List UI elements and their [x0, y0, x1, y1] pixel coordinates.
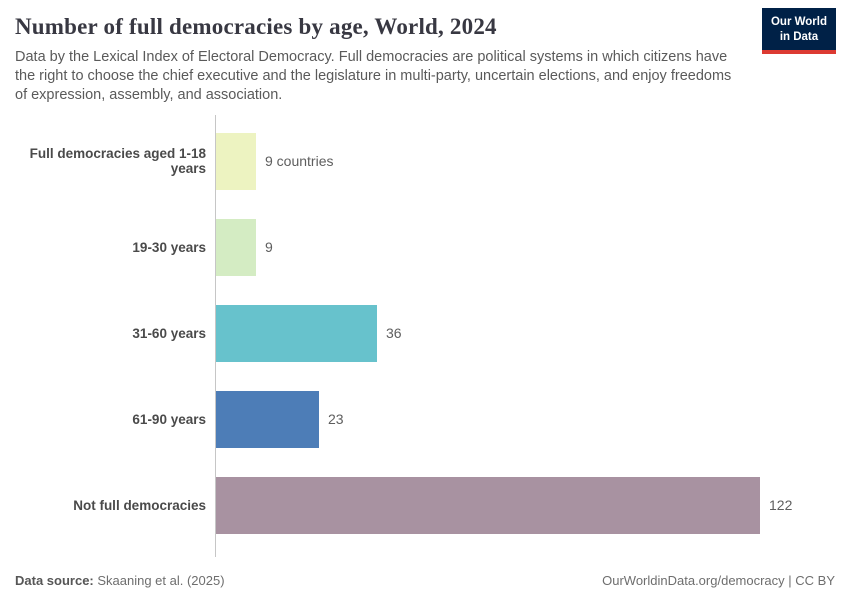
chart-rows: Full democracies aged 1-18 years 9 countr…	[15, 118, 850, 548]
credit-line: OurWorldinData.org/democracy | CC BY	[602, 573, 835, 588]
owid-logo: Our World in Data	[761, 8, 836, 55]
value-label: 122	[769, 497, 793, 514]
bar-row: Not full democracies 122	[15, 462, 850, 548]
bar-area: 23	[216, 390, 344, 448]
bar-area: 9 countries	[216, 132, 334, 190]
bar-area: 36	[216, 304, 402, 362]
bar	[216, 390, 319, 448]
category-label: 61-90 years	[132, 411, 206, 427]
bar-row: 61-90 years 23	[15, 376, 850, 462]
category-label: Not full democracies	[73, 497, 206, 513]
value-label: 9	[265, 239, 273, 256]
category-label: Full democracies aged 1-18 years	[29, 146, 206, 177]
bar-row: Full democracies aged 1-18 years 9 countr…	[15, 118, 850, 204]
chart-subtitle: Data by the Lexical Index of Electoral D…	[15, 48, 732, 104]
value-label: 9 countries	[265, 153, 334, 170]
bar	[216, 304, 377, 362]
value-label: 23	[328, 411, 344, 428]
bar-chart: Full democracies aged 1-18 years 9 countr…	[15, 115, 850, 558]
category-label: 19-30 years	[132, 239, 206, 255]
chart-footer: Data source: Skaaning et al. (2025) OurW…	[15, 573, 835, 588]
bar-area: 122	[216, 476, 793, 534]
owid-logo-line1: Our World	[770, 16, 827, 28]
page-title: Number of full democracies by age, World…	[15, 14, 497, 39]
bar	[216, 132, 256, 190]
bar	[216, 476, 760, 534]
y-axis-line	[215, 115, 216, 558]
data-source-label: Data source:	[15, 573, 94, 588]
value-label: 36	[386, 325, 402, 342]
bar-row: 19-30 years 9	[15, 204, 850, 290]
data-source: Data source: Skaaning et al. (2025)	[15, 573, 225, 588]
bar-area: 9	[216, 218, 273, 276]
bar	[216, 218, 256, 276]
chart-header: Number of full democracies by age, World…	[0, 0, 850, 105]
owid-logo-line2: in Data	[779, 31, 819, 44]
category-label: 31-60 years	[132, 325, 206, 341]
data-source-value: Skaaning et al. (2025)	[93, 573, 225, 588]
bar-row: 31-60 years 36	[15, 290, 850, 376]
